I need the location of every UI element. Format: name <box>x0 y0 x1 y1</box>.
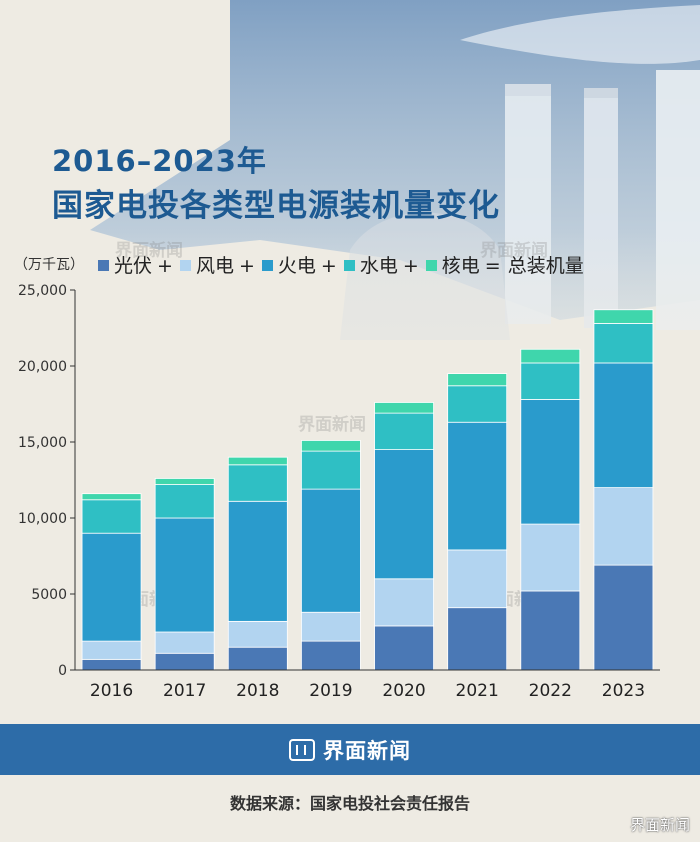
x-tick-label: 2021 <box>456 681 499 701</box>
legend-operator: + <box>320 255 337 277</box>
y-tick-label: 25,000 <box>18 283 67 299</box>
x-tick-label: 2020 <box>382 681 425 701</box>
bar-segment-hydro <box>520 362 581 400</box>
x-tick-label: 2023 <box>602 681 645 701</box>
legend-item-nuclear: 核电 <box>425 251 480 278</box>
legend-label-thermal: 火电 <box>277 255 316 277</box>
bar-segment-thermal <box>520 399 581 525</box>
bar-segment-nuclear <box>301 440 361 452</box>
bar-segment-solar <box>593 564 654 671</box>
legend-swatch-nuclear <box>425 260 437 271</box>
bar-segment-wind <box>301 611 361 642</box>
bar-segment-hydro <box>374 412 434 450</box>
legend-swatch-wind <box>179 260 191 271</box>
bar-segment-solar <box>81 658 142 671</box>
bar-segment-wind <box>374 578 434 627</box>
bar-segment-thermal <box>81 532 142 642</box>
bar-segment-hydro <box>227 464 288 502</box>
bar-segment-thermal <box>593 362 654 488</box>
legend-label-nuclear: 核电 <box>441 255 480 277</box>
footer-brand-band: 界面新闻 <box>0 724 700 775</box>
y-axis-unit: （万千瓦） <box>14 257 84 273</box>
bar-segment-thermal <box>301 488 361 613</box>
bar-segment-solar <box>447 607 508 671</box>
x-tick-label: 2017 <box>163 681 206 701</box>
data-source-note: 数据来源：国家电投社会责任报告 <box>229 794 470 813</box>
bar-segment-solar <box>301 640 361 671</box>
x-tick-label: 2018 <box>236 681 279 701</box>
legend-operator: + <box>402 255 419 277</box>
legend-operator: = <box>484 255 501 277</box>
bar-segment-nuclear <box>81 493 142 501</box>
bar-segment-solar <box>154 652 215 671</box>
bar-segment-solar <box>520 590 581 671</box>
bar-segment-wind <box>81 640 142 660</box>
bar-segment-nuclear <box>154 478 215 485</box>
legend-swatch-thermal <box>261 260 273 271</box>
bar-segment-thermal <box>374 449 434 580</box>
bar-segment-solar <box>227 646 288 671</box>
watermark: 界面新闻 <box>115 241 183 261</box>
brand-logo-icon <box>289 738 315 761</box>
legend-operator: + <box>238 255 255 277</box>
bar-segment-wind <box>520 523 581 592</box>
bar-segment-nuclear <box>374 402 434 414</box>
bar-segment-thermal <box>227 500 288 622</box>
chart-title: 国家电投各类型电源装机量变化 <box>52 188 500 224</box>
legend-item-hydro: 水电 <box>343 251 398 278</box>
legend-label-solar: 光伏 <box>114 255 153 277</box>
bar-segment-wind <box>593 487 654 566</box>
legend-swatch-hydro <box>343 260 355 271</box>
brand-name: 界面新闻 <box>323 738 411 763</box>
x-tick-label: 2019 <box>309 681 352 701</box>
legend-item-thermal: 火电 <box>261 251 316 278</box>
chart-title-year-range: 2016–2023年 <box>52 144 267 178</box>
bar-segment-hydro <box>301 450 361 490</box>
bar-segment-wind <box>227 620 288 648</box>
bar-segment-nuclear <box>593 309 654 324</box>
legend-total-label: 总装机量 <box>507 255 584 277</box>
y-tick-label: 15,000 <box>18 435 67 451</box>
legend-label-wind: 风电 <box>195 255 234 277</box>
y-tick-label: 5000 <box>31 587 67 603</box>
watermark: 界面新闻 <box>298 415 366 435</box>
bar-segment-nuclear <box>447 373 508 387</box>
legend-operator: + <box>157 255 173 277</box>
y-tick-label: 10,000 <box>18 511 67 527</box>
legend-swatch-solar <box>98 260 109 271</box>
bar-segment-hydro <box>447 385 508 423</box>
legend-label-hydro: 水电 <box>359 255 398 277</box>
y-tick-label: 20,000 <box>18 359 67 375</box>
stacked-bar-chart: 25,000 20,000 15,000 10,000 5000 0 2016 2017 201… <box>18 283 660 701</box>
watermark: 界面新闻 <box>480 241 548 261</box>
bar-segment-hydro <box>154 484 215 519</box>
legend-item-wind: 风电 <box>179 251 234 278</box>
bar-segment-nuclear <box>227 456 288 466</box>
weibo-watermark: 界面新闻 <box>629 816 690 834</box>
bar-segment-thermal <box>154 517 215 633</box>
legend-item-solar: 光伏 <box>98 251 152 278</box>
bar-segment-wind <box>447 549 508 609</box>
bar-segment-hydro <box>81 499 142 534</box>
x-tick-label: 2022 <box>529 681 572 701</box>
bar-segment-solar <box>374 625 434 671</box>
x-tick-label: 2016 <box>90 681 133 701</box>
bar-segment-thermal <box>447 421 508 551</box>
chart-legend: 光伏 + 风电 + 火电 + 水电 + 核电 = 总装机量 <box>98 251 584 278</box>
bar-segment-hydro <box>593 323 654 364</box>
bar-segment-nuclear <box>520 348 581 364</box>
y-tick-label: 0 <box>58 663 67 679</box>
bar-segment-wind <box>154 631 215 654</box>
